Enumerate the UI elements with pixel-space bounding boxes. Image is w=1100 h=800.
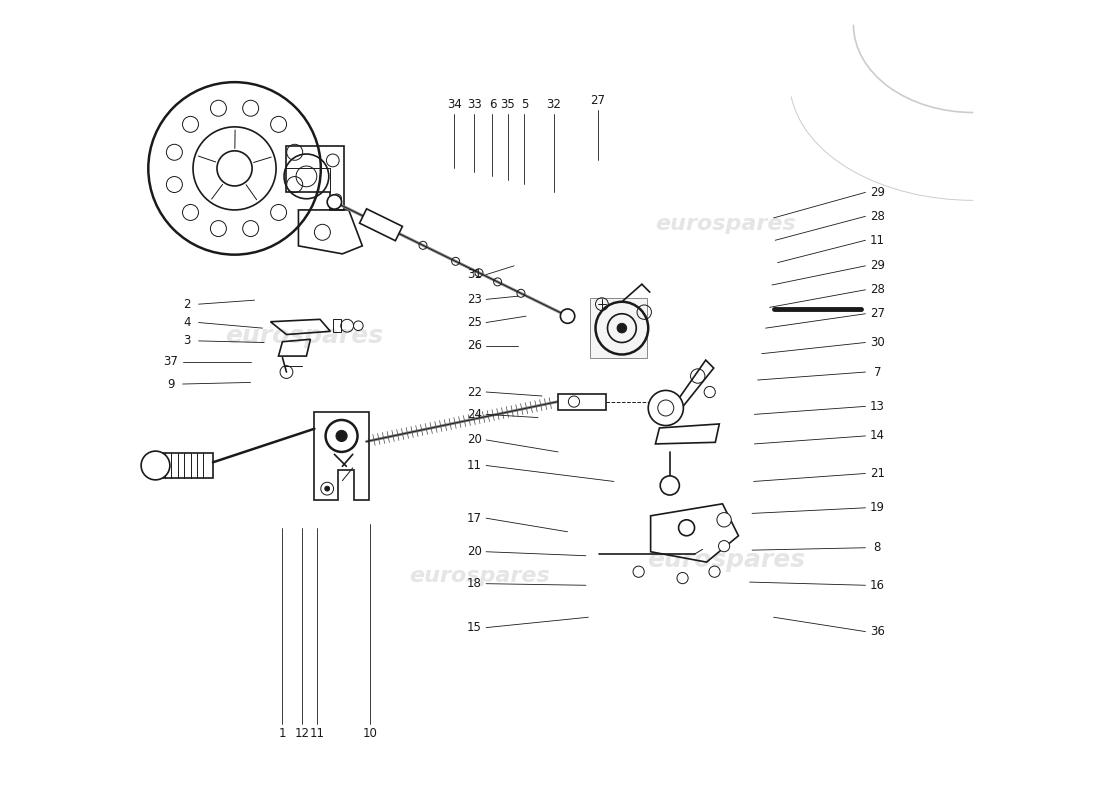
Circle shape <box>141 451 169 480</box>
Text: 34: 34 <box>447 98 462 111</box>
Text: 27: 27 <box>870 307 884 320</box>
Text: 28: 28 <box>870 210 884 223</box>
Circle shape <box>324 486 330 491</box>
Text: 13: 13 <box>870 400 884 413</box>
Text: 30: 30 <box>870 336 884 349</box>
Text: eurospares: eurospares <box>409 566 550 586</box>
Text: 12: 12 <box>295 727 310 740</box>
Circle shape <box>658 400 674 416</box>
Text: 10: 10 <box>363 727 377 740</box>
Text: 15: 15 <box>466 621 482 634</box>
Text: 31: 31 <box>466 268 482 281</box>
Circle shape <box>569 396 580 407</box>
Text: 36: 36 <box>870 625 884 638</box>
Text: 23: 23 <box>466 293 482 306</box>
Text: 28: 28 <box>870 283 884 296</box>
Text: 1: 1 <box>278 727 286 740</box>
Text: 35: 35 <box>500 98 515 111</box>
Circle shape <box>654 396 666 407</box>
Text: 25: 25 <box>466 316 482 329</box>
Text: 18: 18 <box>466 577 482 590</box>
Polygon shape <box>558 394 606 410</box>
Text: 2: 2 <box>183 298 190 310</box>
Circle shape <box>708 566 720 578</box>
Text: eurospares: eurospares <box>226 324 383 348</box>
Polygon shape <box>360 209 403 241</box>
Text: 19: 19 <box>870 502 884 514</box>
Text: 8: 8 <box>873 542 881 554</box>
Text: eurospares: eurospares <box>647 548 805 572</box>
Text: 11: 11 <box>309 727 324 740</box>
Text: 6: 6 <box>488 98 496 111</box>
Circle shape <box>679 520 694 536</box>
Text: 29: 29 <box>870 186 884 199</box>
Circle shape <box>327 194 342 209</box>
Circle shape <box>560 309 575 323</box>
Text: 32: 32 <box>547 98 561 111</box>
Circle shape <box>336 430 348 442</box>
Text: 20: 20 <box>466 434 482 446</box>
Text: 24: 24 <box>466 408 482 421</box>
Text: 5: 5 <box>520 98 528 111</box>
Text: 14: 14 <box>870 430 884 442</box>
Circle shape <box>717 513 732 527</box>
Text: 26: 26 <box>466 339 482 352</box>
Circle shape <box>634 566 645 578</box>
Circle shape <box>660 476 680 495</box>
Text: 37: 37 <box>163 355 178 368</box>
Circle shape <box>648 390 683 426</box>
Text: 17: 17 <box>466 512 482 525</box>
Text: 11: 11 <box>466 459 482 472</box>
Circle shape <box>676 573 689 584</box>
Text: 16: 16 <box>870 578 884 592</box>
Text: 33: 33 <box>466 98 482 111</box>
Circle shape <box>718 541 729 552</box>
Text: 29: 29 <box>870 259 884 272</box>
Polygon shape <box>590 298 648 358</box>
Text: 20: 20 <box>466 546 482 558</box>
Text: 4: 4 <box>183 316 190 329</box>
Text: 22: 22 <box>466 386 482 398</box>
Text: eurospares: eurospares <box>656 214 796 234</box>
Text: 27: 27 <box>591 94 605 107</box>
Text: 11: 11 <box>870 234 884 246</box>
Text: 21: 21 <box>870 467 884 480</box>
Text: 7: 7 <box>873 366 881 378</box>
Text: 9: 9 <box>167 378 175 390</box>
Text: 3: 3 <box>183 334 190 347</box>
Circle shape <box>617 323 627 333</box>
